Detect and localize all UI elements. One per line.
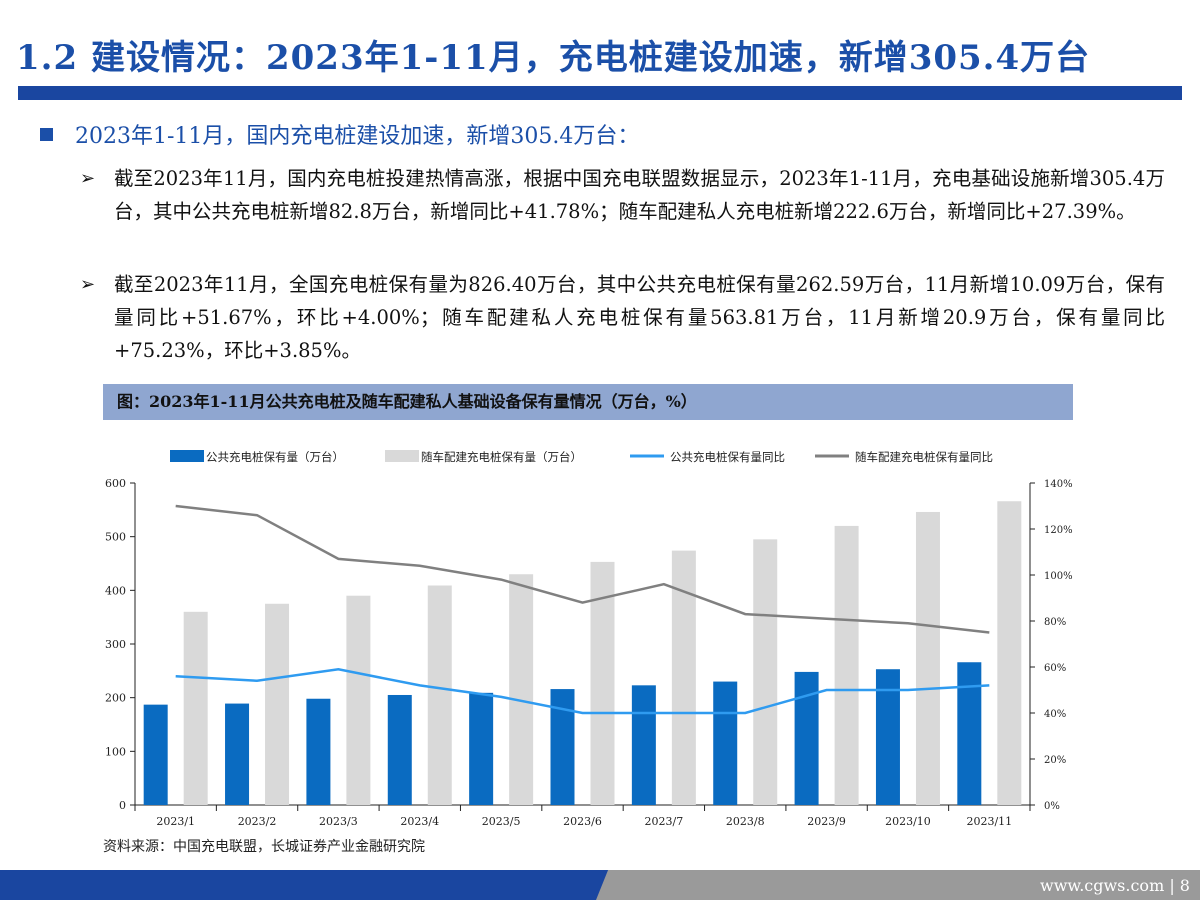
bar	[550, 689, 575, 805]
chart-lines	[175, 504, 990, 715]
x-tick-label: 2023/1	[156, 815, 195, 828]
bar	[875, 669, 900, 805]
y-tick-label-left: 0	[119, 799, 126, 812]
y-tick-label-left: 300	[105, 638, 126, 651]
title-underline-bar	[18, 86, 1182, 100]
y-tick-label-left: 200	[105, 692, 126, 705]
bar	[387, 694, 412, 805]
chart-bars	[143, 501, 1022, 805]
y-tick-label-right: 120%	[1044, 525, 1073, 536]
footer-divider: |	[1164, 876, 1180, 895]
footer-url[interactable]: www.cgws.com | 8	[1040, 876, 1190, 895]
footer-band-blue	[0, 870, 610, 900]
y-tick-label-right: 40%	[1044, 709, 1066, 720]
bar	[469, 692, 494, 805]
arrow-bullet-icon: ➢	[80, 274, 96, 295]
bar	[509, 574, 534, 805]
bullet-item-1: ➢ 截至2023年11月，国内充电桩投建热情高涨，根据中国充电联盟数据显示，20…	[80, 162, 1165, 228]
bar	[183, 611, 208, 805]
series-line	[175, 504, 990, 634]
bullet-text-1: 截至2023年11月，国内充电桩投建热情高涨，根据中国充电联盟数据显示，2023…	[114, 167, 1165, 223]
legend-label: 随车配建充电桩保有量同比	[855, 450, 993, 464]
x-tick-label: 2023/6	[563, 815, 602, 828]
y-tick-label-right: 80%	[1044, 617, 1066, 628]
figure-title: 图：2023年1-11月公共充电桩及随车配建私人基础设备保有量情况（万台，%）	[103, 384, 1073, 420]
y-tick-label-left: 100	[105, 745, 126, 758]
bar	[590, 561, 615, 805]
bar	[794, 671, 819, 805]
page-title: 1.2 建设情况：2023年1-11月，充电桩建设加速，新增305.4万台	[16, 38, 1091, 78]
legend-swatch	[385, 450, 419, 462]
x-tick-label: 2023/10	[885, 815, 931, 828]
y-tick-label-right: 60%	[1044, 663, 1066, 674]
legend-label: 公共充电桩保有量（万台）	[206, 450, 344, 464]
bar	[631, 685, 656, 805]
arrow-bullet-icon: ➢	[80, 168, 96, 189]
y-tick-label-right: 0%	[1044, 801, 1060, 812]
footer-band-gray	[596, 870, 1200, 900]
section-heading-text: 2023年1-11月，国内充电桩建设加速，新增305.4万台：	[75, 124, 640, 149]
y-tick-label-right: 20%	[1044, 755, 1066, 766]
bar	[957, 662, 982, 805]
bar	[997, 501, 1022, 805]
bar	[346, 595, 371, 805]
bar	[671, 550, 696, 805]
x-tick-label: 2023/4	[400, 815, 439, 828]
series-line	[175, 668, 990, 715]
x-tick-label: 2023/3	[319, 815, 358, 828]
bar	[306, 698, 331, 805]
y-tick-label-right: 140%	[1044, 479, 1073, 490]
x-tick-label: 2023/2	[238, 815, 277, 828]
x-tick-label: 2023/11	[966, 815, 1012, 828]
bar	[915, 511, 940, 805]
x-tick-label: 2023/9	[807, 815, 846, 828]
y-tick-label-left: 600	[105, 477, 126, 490]
bar	[834, 525, 859, 805]
x-tick-label: 2023/5	[482, 815, 521, 828]
bar	[225, 703, 250, 805]
figure-source: 资料来源：中国充电联盟，长城证券产业金融研究院	[103, 839, 425, 855]
page-number: 8	[1179, 876, 1190, 895]
bar	[427, 585, 452, 805]
y-tick-label-left: 400	[105, 584, 126, 597]
bullet-text-2: 截至2023年11月，全国充电桩保有量为826.40万台，其中公共充电桩保有量2…	[114, 273, 1165, 362]
bar	[265, 603, 290, 805]
y-tick-label-right: 100%	[1044, 571, 1073, 582]
bar	[753, 539, 778, 805]
bar	[713, 681, 738, 805]
legend-swatch	[170, 450, 204, 462]
section-heading: 2023年1-11月，国内充电桩建设加速，新增305.4万台：	[40, 118, 639, 150]
x-tick-label: 2023/7	[645, 815, 684, 828]
footer-url-text: www.cgws.com	[1040, 876, 1165, 895]
square-bullet-icon	[40, 128, 53, 141]
chart-axes: 0 100 200 300 400 500 600 0% 20% 40% 60% 80% 100% 120…	[105, 477, 1073, 828]
y-tick-label-left: 500	[105, 531, 126, 544]
x-tick-label: 2023/8	[726, 815, 765, 828]
legend-label: 公共充电桩保有量同比	[670, 450, 785, 464]
bar	[143, 704, 168, 805]
legend-label: 随车配建充电桩保有量（万台）	[421, 450, 582, 464]
bullet-item-2: ➢ 截至2023年11月，全国充电桩保有量为826.40万台，其中公共充电桩保有…	[80, 268, 1165, 367]
chart-legend: 公共充电桩保有量（万台） 随车配建充电桩保有量（万台） 公共充电桩保有量同比 随车配建…	[170, 450, 993, 464]
